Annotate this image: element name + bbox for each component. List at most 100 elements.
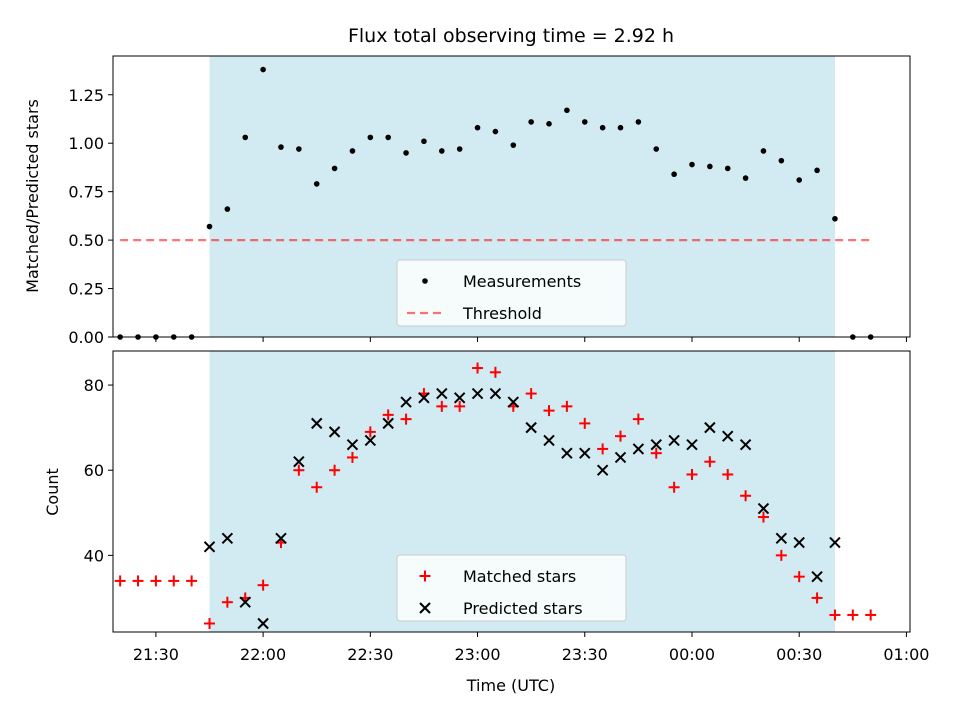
- top-axes-frame: [112, 55, 911, 338]
- predicted-star-marker: [203, 541, 216, 553]
- top-panel-ratio: 0.00 0.25 0.50 0.75 1.00 1.25 Measurements Thre…: [68, 55, 911, 347]
- matched-star-marker: [543, 405, 555, 417]
- measurement-point: [832, 215, 838, 222]
- measurement-point: [313, 181, 320, 187]
- predicted-star-marker: [275, 532, 287, 545]
- matched-star-marker: [722, 468, 734, 480]
- predicted-star-marker: [793, 536, 805, 549]
- matched-star-marker: [364, 426, 376, 438]
- predicted-star-marker: [239, 596, 251, 608]
- top-y-tick-label: 1.25: [68, 86, 104, 105]
- measurement-point: [671, 171, 677, 178]
- predicted-star-marker: [221, 532, 234, 545]
- predicted-star-marker: [596, 464, 609, 476]
- predicted-star-marker: [382, 417, 394, 430]
- predicted-star-marker: [704, 421, 716, 434]
- predicted-star-marker: [561, 447, 573, 459]
- measurement-point: [546, 121, 552, 127]
- matched-star-marker: [525, 388, 537, 400]
- matched-star-marker: [811, 592, 823, 604]
- predicted-star-marker: [507, 396, 519, 408]
- predicted-star-marker: [436, 387, 448, 400]
- predicted-star-marker: [668, 434, 680, 447]
- measurement-point: [331, 165, 338, 172]
- predicted-star-marker: [757, 502, 770, 515]
- matched-star-marker: [847, 609, 859, 621]
- measurement-point: [242, 134, 249, 141]
- legend-label: Predicted stars: [463, 599, 583, 618]
- measurement-point: [689, 161, 695, 168]
- matched-star-marker: [489, 366, 501, 378]
- predicted-star-marker: [525, 421, 537, 434]
- measurement-point: [260, 66, 266, 73]
- top-y-tick-label: 0.00: [68, 328, 104, 347]
- matched-star-marker: [829, 609, 841, 621]
- legend-label: Measurements: [463, 272, 581, 291]
- predicted-star-marker: [739, 438, 752, 451]
- matched-star-marker: [454, 400, 466, 412]
- measurement-point: [778, 157, 785, 164]
- matched-star-marker: [168, 575, 180, 587]
- predicted-star-marker: [650, 438, 662, 451]
- predicted-star-marker: [775, 532, 788, 545]
- measurement-point: [742, 175, 749, 181]
- legend-box: [396, 259, 627, 327]
- predicted-star-marker: [489, 387, 502, 400]
- predicted-star-marker: [686, 438, 698, 451]
- matched-star-marker: [132, 575, 144, 587]
- x-tick-label: 22:00: [240, 645, 286, 664]
- measurement-point: [403, 150, 409, 156]
- matched-star-marker: [686, 468, 698, 480]
- legend-measurement-marker: [422, 278, 428, 284]
- measurement-point: [814, 167, 820, 174]
- measurement-point: [296, 146, 302, 152]
- x-tick-label: 23:30: [562, 645, 608, 664]
- measurement-point: [456, 146, 463, 152]
- matched-star-marker: [579, 417, 591, 429]
- predicted-star-marker: [257, 617, 269, 630]
- measurement-point: [224, 206, 231, 212]
- chart-title: Flux total observing time = 2.92 h: [348, 25, 674, 47]
- predicted-star-marker: [311, 417, 323, 430]
- matched-star-marker: [561, 400, 573, 412]
- top-y-tick-label: 0.50: [68, 231, 104, 250]
- predicted-star-marker: [722, 430, 734, 442]
- measurement-point: [474, 124, 481, 131]
- legend-label: Matched stars: [463, 567, 576, 586]
- matched-star-marker: [346, 451, 358, 463]
- measurement-point: [707, 163, 713, 170]
- matched-star-marker: [329, 464, 341, 476]
- measurement-point: [635, 119, 642, 125]
- bottom-y-tick-label: 40: [84, 546, 104, 565]
- bottom-y-tick-label: 80: [84, 376, 104, 395]
- bottom-y-axis-label: Count: [43, 468, 62, 516]
- measurement-point: [278, 144, 284, 150]
- x-tick-label: 23:00: [454, 645, 500, 664]
- matched-star-marker: [757, 511, 769, 523]
- matched-star-marker: [865, 609, 877, 621]
- matched-star-marker: [221, 596, 233, 608]
- measurement-point: [760, 148, 767, 154]
- matched-star-marker: [293, 464, 305, 476]
- legend-predicted-marker: [419, 602, 431, 614]
- x-tick-label: 22:30: [347, 645, 393, 664]
- predicted-star-marker: [328, 426, 341, 438]
- measurement-point: [349, 148, 356, 154]
- measurement-point: [581, 119, 588, 125]
- matched-star-marker: [740, 490, 752, 502]
- measurement-point: [367, 134, 374, 141]
- matched-star-marker: [650, 447, 662, 459]
- legend-box: [396, 554, 627, 622]
- matched-star-marker: [114, 575, 126, 587]
- legend-matched-marker: [419, 570, 431, 582]
- bottom-y-tick-label: 60: [84, 461, 104, 480]
- bottom-axes-frame: [112, 350, 911, 633]
- predicted-star-marker: [346, 438, 359, 451]
- top-y-axis-label: Matched/Predicted stars: [23, 99, 42, 293]
- matched-star-marker: [472, 362, 484, 374]
- predicted-star-marker: [453, 392, 466, 404]
- top-y-tick-label: 1.00: [68, 134, 104, 153]
- measurement-point: [421, 138, 427, 145]
- x-tick-label: 21:30: [133, 645, 179, 664]
